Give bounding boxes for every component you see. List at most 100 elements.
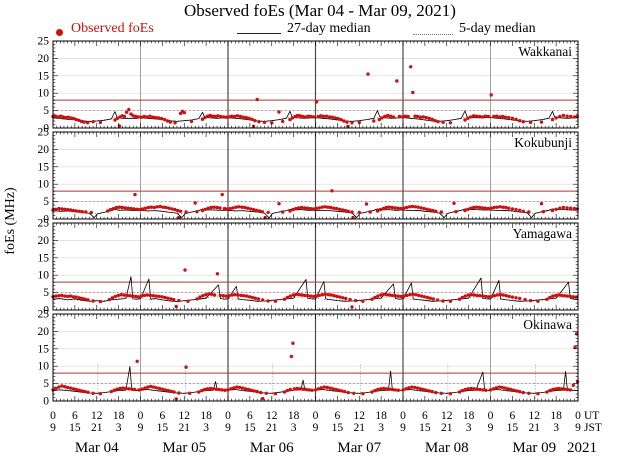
observed-point — [213, 114, 217, 119]
observed-point — [395, 79, 399, 83]
observed-point — [200, 388, 204, 393]
observed-point — [264, 391, 268, 395]
observed-point — [85, 121, 90, 125]
observed-point — [252, 389, 256, 393]
observed-point — [111, 206, 116, 211]
observed-point — [241, 115, 245, 119]
observed-point — [295, 386, 299, 391]
observed-point — [404, 387, 408, 391]
observed-point — [410, 385, 414, 389]
jst-tick-label: 21 — [441, 422, 453, 434]
observed-point — [69, 116, 73, 120]
observed-point — [428, 296, 432, 300]
observed-point — [211, 114, 215, 118]
observed-point — [463, 294, 467, 298]
observed-point — [410, 204, 415, 209]
panel-border — [52, 40, 579, 129]
observed-point — [381, 206, 385, 211]
observed-point — [518, 119, 522, 123]
observed-point — [424, 388, 428, 392]
observed-point — [242, 294, 246, 298]
observed-point — [554, 387, 558, 391]
observed-point — [346, 209, 350, 213]
observed-point — [484, 388, 488, 392]
observed-point — [393, 388, 397, 392]
observed-point — [117, 124, 122, 128]
observed-point — [545, 390, 549, 394]
observed-point — [246, 206, 250, 210]
observed-point — [435, 298, 440, 302]
observed-point — [120, 205, 125, 210]
observed-point — [110, 296, 115, 300]
observed-point — [109, 389, 114, 394]
observed-point — [484, 294, 488, 299]
observed-point — [507, 294, 511, 299]
observed-point — [157, 116, 161, 120]
observed-point — [422, 206, 426, 211]
observed-point — [215, 205, 219, 210]
station-label: Yamagawa — [513, 226, 572, 241]
observed-point — [221, 115, 226, 119]
observed-point — [539, 120, 544, 124]
observed-point — [489, 206, 493, 210]
observed-point — [393, 294, 397, 298]
observed-point — [480, 115, 485, 119]
observed-point — [131, 114, 135, 118]
observed-point — [108, 207, 113, 212]
observed-point — [211, 387, 216, 391]
observed-point — [370, 297, 374, 301]
observed-point — [60, 207, 64, 211]
observed-point — [57, 385, 61, 389]
observed-point — [165, 119, 170, 123]
observed-point — [65, 385, 70, 390]
observed-point — [83, 297, 87, 301]
ut-tick-label: 12 — [266, 410, 278, 422]
observed-point — [166, 296, 170, 300]
observed-point — [514, 207, 518, 212]
observed-point — [212, 293, 217, 297]
observed-point — [189, 119, 194, 124]
y-tick-label: 25 — [38, 127, 50, 139]
observed-point — [396, 206, 400, 210]
observed-point — [565, 294, 570, 298]
observed-point — [314, 206, 318, 211]
observed-point — [503, 386, 507, 390]
observed-point — [203, 207, 208, 211]
observed-point — [402, 206, 406, 210]
observed-point — [333, 116, 337, 120]
observed-point — [195, 297, 199, 301]
y-tick-label: 25 — [38, 309, 50, 321]
ut-tick-label: 6 — [160, 410, 166, 422]
observed-point — [281, 119, 285, 124]
observed-point — [255, 389, 259, 394]
observed-point — [204, 293, 208, 297]
observed-point — [301, 114, 305, 119]
observed-point — [248, 207, 253, 211]
observed-point — [382, 386, 386, 391]
observed-point — [373, 388, 377, 393]
observed-point — [569, 206, 573, 210]
observed-point — [569, 114, 573, 119]
observed-point — [329, 293, 333, 297]
observed-point — [337, 207, 342, 211]
jst-tick-label: 21 — [179, 422, 191, 434]
observed-point — [341, 296, 345, 300]
median27-line — [52, 276, 579, 303]
observed-point — [71, 295, 76, 299]
observed-point — [536, 392, 540, 396]
observed-point — [65, 294, 70, 299]
ut-tick-label: 18 — [463, 410, 475, 422]
observed-point — [334, 387, 338, 392]
ut-tick-label: 0 — [138, 410, 144, 422]
observed-point — [507, 115, 511, 120]
observed-point — [483, 206, 488, 210]
observed-point — [431, 208, 435, 213]
y-tick-label: 15 — [38, 252, 50, 264]
observed-point — [68, 208, 73, 212]
observed-point — [295, 113, 300, 118]
observed-point — [125, 293, 129, 298]
observed-point — [148, 293, 152, 298]
observed-point — [370, 390, 374, 394]
observed-point — [227, 294, 231, 298]
date-label: Mar 09 — [512, 440, 556, 456]
